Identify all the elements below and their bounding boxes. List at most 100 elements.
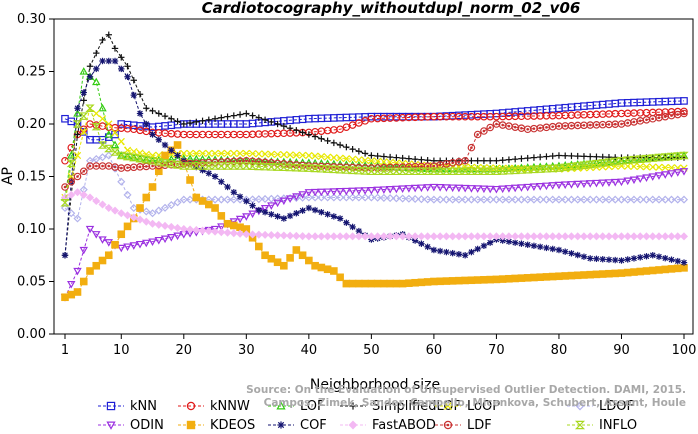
data-point — [536, 153, 544, 161]
legend: kNN kNNW LOF SimplifiedLOF LoOP LDOF ODIN KDEOS… — [98, 399, 637, 433]
data-point — [611, 269, 620, 278]
data-point — [630, 268, 638, 276]
data-point — [361, 150, 369, 157]
y-tick-label: 0.05 — [17, 275, 46, 290]
data-point — [404, 194, 413, 203]
data-point — [467, 232, 476, 241]
data-point — [573, 195, 582, 204]
data-point — [474, 245, 481, 253]
data-point — [247, 162, 258, 171]
data-point — [122, 152, 133, 161]
data-point — [317, 188, 326, 197]
data-point — [130, 77, 137, 84]
data-point — [92, 154, 101, 164]
data-point — [67, 151, 76, 159]
data-point — [148, 238, 157, 247]
data-point — [348, 193, 357, 202]
data-point — [79, 167, 88, 176]
data-point — [448, 277, 457, 285]
data-point — [523, 195, 532, 204]
series-line — [64, 191, 684, 237]
data-point — [173, 198, 182, 207]
data-point — [491, 167, 502, 176]
data-point — [480, 242, 488, 249]
data-point — [680, 259, 688, 266]
data-point — [280, 122, 288, 130]
data-point — [523, 274, 532, 282]
data-point — [348, 279, 357, 288]
data-point — [399, 154, 406, 162]
data-point — [367, 157, 375, 165]
data-point — [85, 193, 95, 202]
data-point — [467, 276, 476, 285]
data-point — [123, 190, 132, 199]
data-point — [361, 156, 369, 164]
data-point — [279, 231, 288, 240]
data-point — [147, 156, 158, 165]
data-point — [148, 209, 157, 218]
data-point — [485, 185, 495, 194]
data-point — [561, 232, 570, 241]
data-point — [473, 130, 482, 139]
data-point — [74, 105, 81, 112]
data-point — [397, 167, 408, 176]
data-point — [160, 159, 170, 167]
data-point — [135, 154, 145, 163]
data-point — [461, 252, 469, 259]
data-point — [61, 252, 69, 259]
data-point — [217, 228, 226, 237]
data-point — [467, 143, 476, 152]
data-point — [604, 179, 614, 187]
data-point — [248, 230, 257, 239]
data-point — [673, 232, 682, 241]
data-point — [492, 195, 501, 204]
series-ldf — [61, 109, 688, 191]
data-point — [518, 240, 525, 247]
data-point — [279, 194, 288, 203]
data-point — [117, 230, 126, 239]
data-point — [592, 270, 601, 279]
data-point — [298, 251, 307, 260]
data-point — [161, 112, 169, 120]
data-point — [198, 197, 207, 205]
data-point — [492, 232, 501, 241]
data-point — [535, 183, 545, 191]
data-point — [143, 120, 150, 128]
data-point — [73, 172, 82, 181]
data-point — [468, 157, 475, 164]
data-point — [549, 245, 556, 253]
data-point — [224, 113, 231, 120]
y-tick-label: 0.25 — [17, 65, 46, 80]
legend-label: LDOF — [599, 399, 634, 414]
data-point — [154, 206, 163, 215]
data-point — [317, 152, 325, 161]
data-point — [418, 240, 425, 247]
data-point — [679, 151, 689, 160]
data-point — [666, 152, 677, 161]
data-point — [618, 257, 625, 264]
legend-label: kNNW — [210, 399, 250, 414]
data-point — [523, 125, 532, 134]
data-point — [317, 193, 326, 202]
data-point — [679, 168, 689, 176]
legend-label: LoOP — [467, 399, 500, 414]
series-fastabod — [60, 188, 689, 241]
data-point — [554, 181, 564, 190]
data-point — [548, 272, 557, 281]
data-point — [635, 155, 645, 163]
data-point — [360, 167, 370, 175]
data-point — [123, 152, 132, 160]
data-point — [217, 212, 226, 220]
data-point — [141, 155, 151, 164]
series-line — [64, 70, 685, 198]
data-point — [449, 249, 456, 257]
x-tick-label: 40 — [301, 343, 318, 358]
data-point — [342, 279, 351, 288]
data-point — [317, 232, 326, 241]
data-point — [130, 91, 137, 99]
data-point — [436, 277, 444, 286]
data-point — [186, 176, 194, 184]
data-point — [404, 232, 413, 241]
data-point — [186, 119, 194, 127]
legend-label: KDEOS — [210, 418, 255, 433]
